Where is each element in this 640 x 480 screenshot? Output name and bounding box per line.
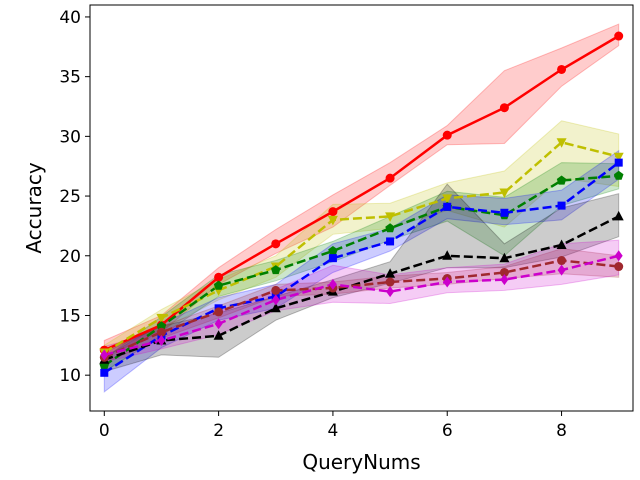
series-3-point xyxy=(557,201,566,210)
series-3-point xyxy=(614,158,623,167)
y-tick-label: 10 xyxy=(59,366,81,386)
series-4-point xyxy=(270,302,281,313)
series-0-point xyxy=(614,31,624,41)
series-2-point xyxy=(213,280,224,290)
series-5-point xyxy=(614,262,624,272)
series-1-line xyxy=(103,140,620,354)
series-1-point xyxy=(442,194,453,204)
series-6-point xyxy=(500,274,509,286)
series-1-point xyxy=(156,313,167,324)
series-6-point xyxy=(614,250,623,262)
y-tick-label: 40 xyxy=(59,8,81,28)
series-2-point xyxy=(271,265,281,275)
series-3-point xyxy=(100,368,109,377)
series-0-line xyxy=(103,34,620,352)
series-5-point xyxy=(214,307,224,317)
series-6-point xyxy=(157,335,166,346)
x-tick-label: 2 xyxy=(213,421,224,441)
series-4-point xyxy=(613,210,624,221)
series-3-point xyxy=(443,202,452,211)
series-4-point xyxy=(556,239,567,249)
series-4-point xyxy=(499,252,510,263)
series-5-line xyxy=(103,259,619,359)
y-tick-label: 15 xyxy=(59,306,81,326)
y-tick-label: 35 xyxy=(59,68,81,88)
series-6-point xyxy=(100,349,109,361)
series-3-point xyxy=(500,208,509,217)
series-4-point xyxy=(213,330,224,340)
series-3-point xyxy=(328,254,337,263)
x-tick-label: 0 xyxy=(99,421,110,441)
series-2-line xyxy=(103,174,619,367)
series-3-point xyxy=(386,237,395,246)
series-1-point xyxy=(556,138,567,148)
series-4-point xyxy=(385,268,396,278)
y-tick-label: 20 xyxy=(59,247,81,267)
series-2-point xyxy=(328,246,338,255)
series-1-point xyxy=(385,212,396,222)
x-tick-label: 8 xyxy=(556,421,567,441)
series-6-point xyxy=(328,278,337,290)
series-1-point xyxy=(327,215,338,226)
series-0-point xyxy=(214,272,224,282)
x-tick-label: 6 xyxy=(442,421,453,441)
series-2-point xyxy=(385,223,395,233)
series-6-point xyxy=(271,294,280,306)
series-5-point xyxy=(499,267,509,277)
series-0-point xyxy=(499,103,509,113)
series-2-point xyxy=(156,321,167,331)
series-0-point xyxy=(442,130,452,140)
y-axis-label: Accuracy xyxy=(22,162,46,253)
series-6-point xyxy=(443,276,452,288)
series-0-point xyxy=(328,207,338,217)
series-6-line xyxy=(103,254,620,357)
x-axis-ticks: 0 2 4 6 8 xyxy=(99,411,567,441)
series-4-point xyxy=(442,250,453,260)
series-0-point xyxy=(557,64,567,74)
series-markers xyxy=(99,31,624,377)
series-5-point xyxy=(557,256,567,266)
series-lines xyxy=(103,34,620,374)
y-axis-ticks: 10 15 20 25 30 35 40 xyxy=(59,8,90,386)
x-tick-label: 4 xyxy=(328,421,339,441)
series-2-point xyxy=(556,175,567,185)
confidence-bands xyxy=(103,23,620,393)
series-5-point xyxy=(271,285,281,295)
series-5-point xyxy=(156,327,166,337)
y-tick-label: 25 xyxy=(59,187,81,207)
series-0-point xyxy=(385,173,395,183)
series-6-point xyxy=(557,264,566,276)
series-2-point xyxy=(614,170,624,180)
x-axis-label: QueryNums xyxy=(302,450,420,474)
series-5-point xyxy=(385,277,395,287)
series-4-line xyxy=(103,215,620,361)
series-6-point xyxy=(214,318,223,330)
series-1-point xyxy=(499,188,510,198)
series-0-band xyxy=(103,23,620,357)
series-0-point xyxy=(271,239,281,249)
plot-frame xyxy=(89,4,634,412)
series-6-point xyxy=(386,286,395,298)
series-1-point xyxy=(613,152,624,163)
y-tick-label: 30 xyxy=(59,127,81,147)
series-1-band xyxy=(103,120,620,360)
series-2-band xyxy=(103,162,620,373)
